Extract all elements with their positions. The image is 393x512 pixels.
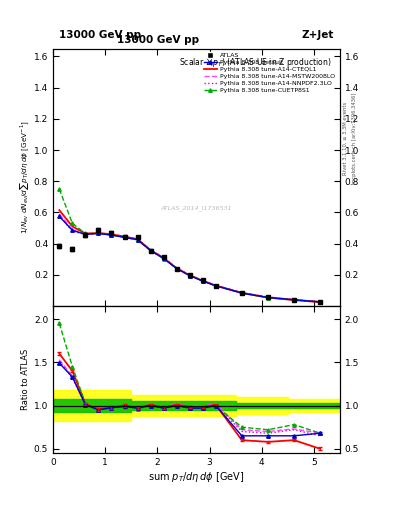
Legend: ATLAS, Pythia 8.308 default, Pythia 8.308 tune-A14-CTEQL1, Pythia 8.308 tune-A14: ATLAS, Pythia 8.308 default, Pythia 8.30… <box>202 52 337 94</box>
Text: 13000 GeV pp: 13000 GeV pp <box>117 35 199 45</box>
Text: ATLAS_2014_I1736531: ATLAS_2014_I1736531 <box>161 205 232 211</box>
Text: Z+Jet: Z+Jet <box>302 30 334 39</box>
Text: Rivet 3.1.10, ≥ 3.3M events: Rivet 3.1.10, ≥ 3.3M events <box>343 101 348 175</box>
Text: Scalar $\Sigma(p_T)$ (ATLAS UE in Z production): Scalar $\Sigma(p_T)$ (ATLAS UE in Z prod… <box>179 56 331 69</box>
Text: mcplots.cern.ch [arXiv:1306.3436]: mcplots.cern.ch [arXiv:1306.3436] <box>352 93 357 184</box>
X-axis label: sum $p_T/d\eta\,d\phi$ [GeV]: sum $p_T/d\eta\,d\phi$ [GeV] <box>148 470 245 484</box>
Text: 13000 GeV pp: 13000 GeV pp <box>59 30 141 39</box>
Y-axis label: $1/N_{ev}\ dN_{ev}/d\sum p_T/d\eta\,d\phi\ [\mathrm{GeV}^{-1}]$: $1/N_{ev}\ dN_{ev}/d\sum p_T/d\eta\,d\ph… <box>18 120 31 234</box>
Y-axis label: Ratio to ATLAS: Ratio to ATLAS <box>21 349 29 410</box>
